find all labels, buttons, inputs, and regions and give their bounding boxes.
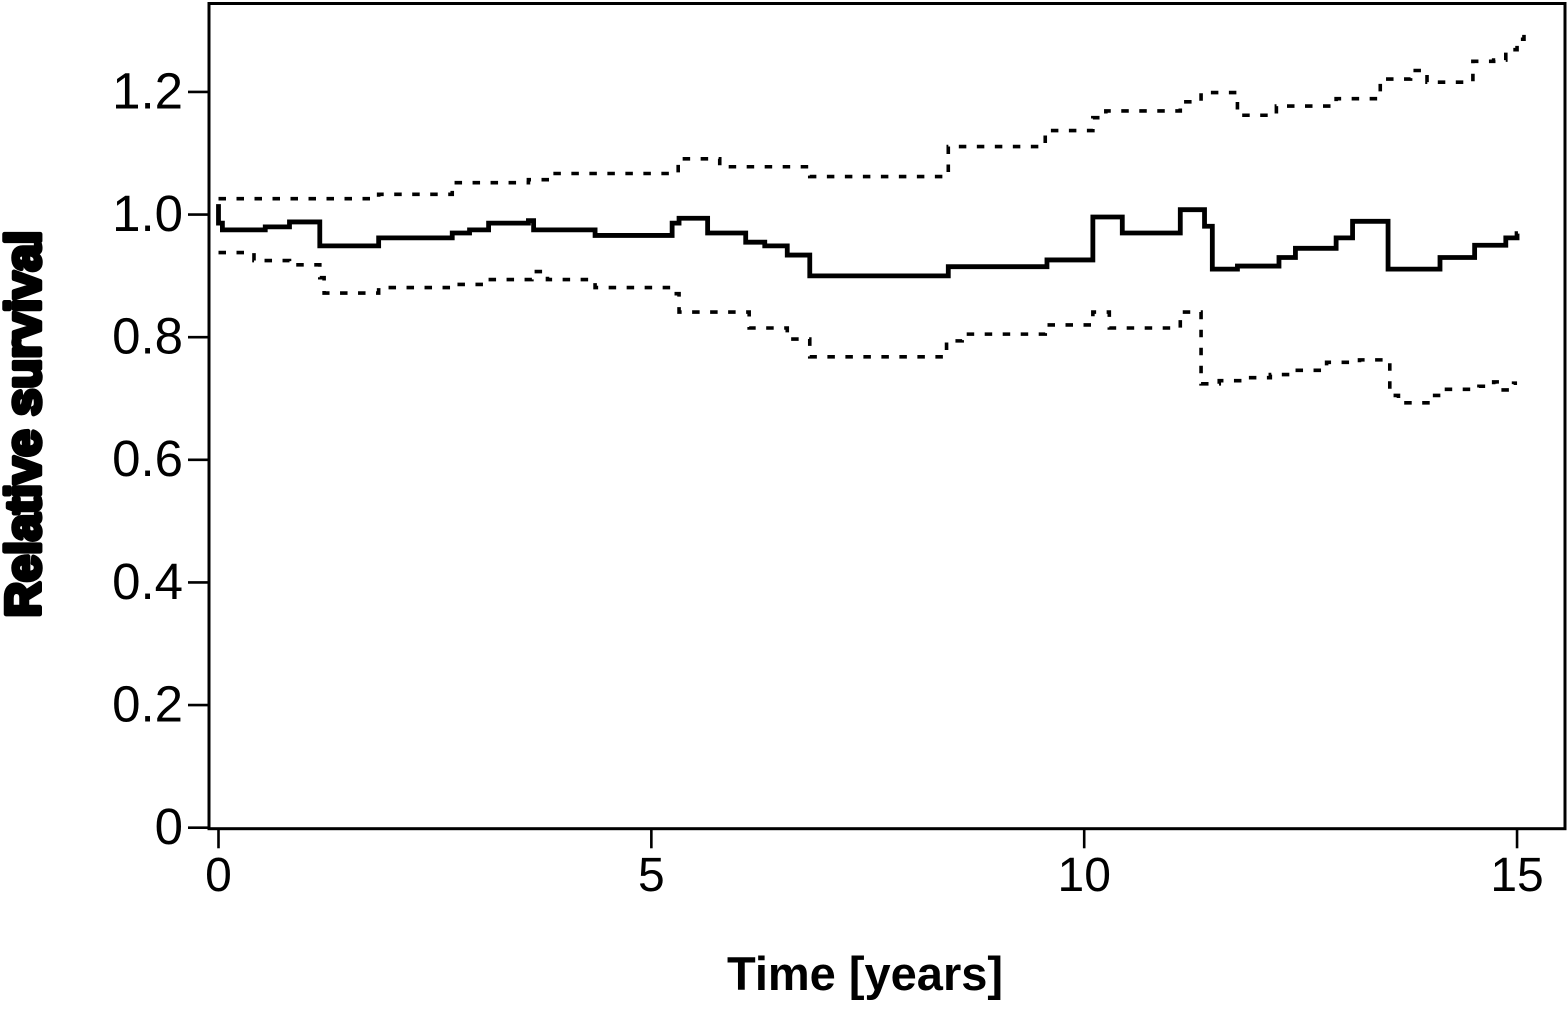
svg-text:0.4: 0.4 xyxy=(112,553,183,610)
svg-text:0.6: 0.6 xyxy=(112,430,183,487)
svg-text:Time [years]: Time [years] xyxy=(727,947,1003,1000)
svg-text:0: 0 xyxy=(155,798,183,855)
svg-text:1.2: 1.2 xyxy=(112,62,183,119)
svg-text:0.2: 0.2 xyxy=(112,675,183,732)
svg-text:1.0: 1.0 xyxy=(112,185,183,242)
svg-text:15: 15 xyxy=(1490,849,1543,902)
svg-text:10: 10 xyxy=(1058,849,1111,902)
svg-text:0.8: 0.8 xyxy=(112,308,183,365)
svg-text:0: 0 xyxy=(205,849,232,902)
svg-text:Relative survival: Relative survival xyxy=(0,231,51,618)
svg-text:5: 5 xyxy=(638,849,665,902)
